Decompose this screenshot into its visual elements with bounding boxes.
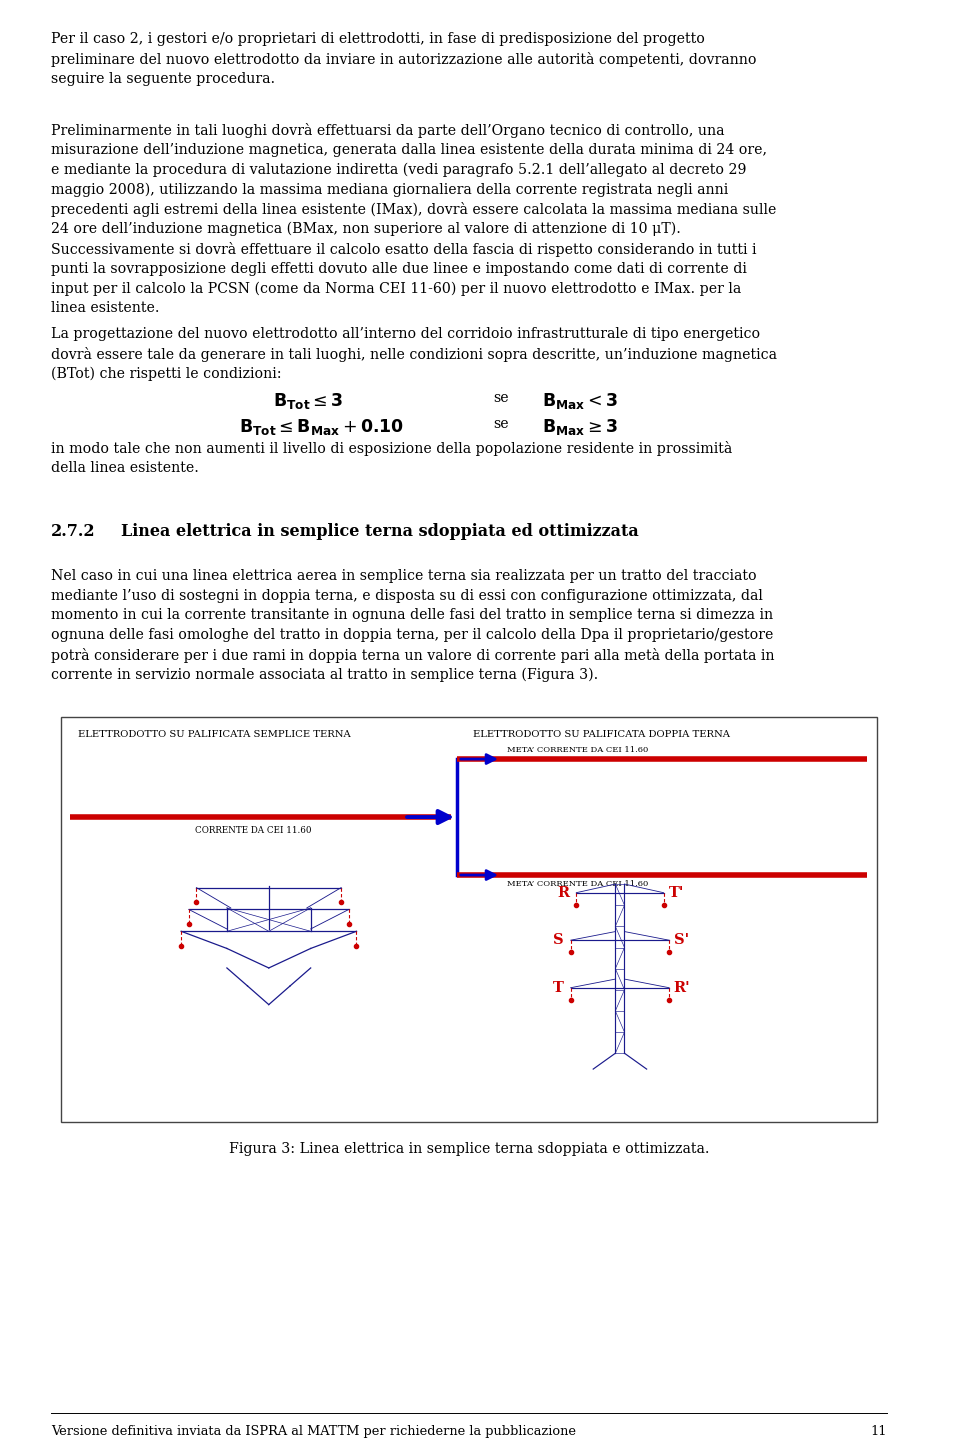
Text: ELETTRODOTTO SU PALIFICATA SEMPLICE TERNA: ELETTRODOTTO SU PALIFICATA SEMPLICE TERN… [78,730,351,739]
Text: corrente in servizio normale associata al tratto in semplice terna (Figura 3).: corrente in servizio normale associata a… [51,668,598,682]
Text: META’ CORRENTE DA CEI 11.60: META’ CORRENTE DA CEI 11.60 [507,880,648,888]
Text: Per il caso 2, i gestori e/o proprietari di elettrodotti, in fase di predisposiz: Per il caso 2, i gestori e/o proprietari… [51,32,705,47]
Text: R': R' [674,981,690,995]
Text: CORRENTE DA CEI 11.60: CORRENTE DA CEI 11.60 [195,826,311,835]
Text: Nel caso in cui una linea elettrica aerea in semplice terna sia realizzata per u: Nel caso in cui una linea elettrica aere… [51,569,756,583]
Text: misurazione dell’induzione magnetica, generata dalla linea esistente della durat: misurazione dell’induzione magnetica, ge… [51,143,767,157]
Text: input per il calcolo la PCSN (come da Norma CEI 11-60) per il nuovo elettrodotto: input per il calcolo la PCSN (come da No… [51,281,741,295]
Text: preliminare del nuovo elettrodotto da inviare in autorizzazione alle autorità co: preliminare del nuovo elettrodotto da in… [51,52,756,67]
Text: Successivamente si dovrà effettuare il calcolo esatto della fascia di rispetto c: Successivamente si dovrà effettuare il c… [51,242,756,256]
Text: maggio 2008), utilizzando la massima mediana giornaliera della corrente registra: maggio 2008), utilizzando la massima med… [51,182,728,196]
Text: S: S [553,933,564,947]
Text: punti la sovrapposizione degli effetti dovuto alle due linee e impostando come d: punti la sovrapposizione degli effetti d… [51,262,747,275]
Text: $\mathbf{B}_{\mathbf{Tot}}\leq\mathbf{B}_{\mathbf{Max}}+\mathbf{0.10}$: $\mathbf{B}_{\mathbf{Tot}}\leq\mathbf{B}… [239,418,404,438]
Text: T: T [553,981,564,995]
Text: $\mathbf{B}_{\mathbf{Max}}\geq\mathbf{3}$: $\mathbf{B}_{\mathbf{Max}}\geq\mathbf{3}… [542,418,618,438]
Text: se: se [493,418,509,431]
Text: se: se [493,390,509,404]
Text: R: R [558,886,569,899]
Text: ELETTRODOTTO SU PALIFICATA DOPPIA TERNA: ELETTRODOTTO SU PALIFICATA DOPPIA TERNA [473,730,730,739]
Text: della linea esistente.: della linea esistente. [51,461,199,474]
Text: (BTot) che rispetti le condizioni:: (BTot) che rispetti le condizioni: [51,367,281,381]
Text: precedenti agli estremi della linea esistente (IMax), dovrà essere calcolata la : precedenti agli estremi della linea esis… [51,202,777,217]
Text: mediante l’uso di sostegni in doppia terna, e disposta su di essi con configuraz: mediante l’uso di sostegni in doppia ter… [51,589,762,602]
Text: e mediante la procedura di valutazione indiretta (vedi paragrafo 5.2.1 dell’alle: e mediante la procedura di valutazione i… [51,163,746,178]
Text: seguire la seguente procedura.: seguire la seguente procedura. [51,71,275,86]
Text: T': T' [668,886,684,899]
Text: Versione definitiva inviata da ISPRA al MATTM per richiederne la pubblicazione: Versione definitiva inviata da ISPRA al … [51,1424,576,1438]
Text: 2.7.2: 2.7.2 [51,522,95,540]
Text: ognuna delle fasi omologhe del tratto in doppia terna, per il calcolo della Dpa : ognuna delle fasi omologhe del tratto in… [51,629,773,642]
Text: dovrà essere tale da generare in tali luoghi, nelle condizioni sopra descritte, : dovrà essere tale da generare in tali lu… [51,346,777,362]
Text: potrà considerare per i due rami in doppia terna un valore di corrente pari alla: potrà considerare per i due rami in dopp… [51,647,775,663]
FancyBboxPatch shape [60,717,877,1122]
Text: S': S' [674,933,689,947]
Text: linea esistente.: linea esistente. [51,301,159,316]
Text: $\mathbf{B}_{\mathbf{Max}}<\mathbf{3}$: $\mathbf{B}_{\mathbf{Max}}<\mathbf{3}$ [542,390,618,410]
Text: 11: 11 [871,1424,887,1438]
Text: $\mathbf{B}_{\mathbf{Tot}}\leq\mathbf{3}$: $\mathbf{B}_{\mathbf{Tot}}\leq\mathbf{3}… [274,390,344,410]
Text: La progettazione del nuovo elettrodotto all’interno del corridoio infrastruttura: La progettazione del nuovo elettrodotto … [51,327,760,342]
Text: in modo tale che non aumenti il livello di esposizione della popolazione residen: in modo tale che non aumenti il livello … [51,441,732,455]
Text: Preliminarmente in tali luoghi dovrà effettuarsi da parte dell’Organo tecnico di: Preliminarmente in tali luoghi dovrà eff… [51,122,724,138]
Text: 24 ore dell’induzione magnetica (BMax, non superiore al valore di attenzione di : 24 ore dell’induzione magnetica (BMax, n… [51,223,681,236]
Text: momento in cui la corrente transitante in ognuna delle fasi del tratto in sempli: momento in cui la corrente transitante i… [51,608,773,623]
Text: Figura 3: Linea elettrica in semplice terna sdoppiata e ottimizzata.: Figura 3: Linea elettrica in semplice te… [228,1142,709,1157]
Text: Linea elettrica in semplice terna sdoppiata ed ottimizzata: Linea elettrica in semplice terna sdoppi… [121,522,638,540]
Text: META’ CORRENTE DA CEI 11.60: META’ CORRENTE DA CEI 11.60 [507,746,648,754]
